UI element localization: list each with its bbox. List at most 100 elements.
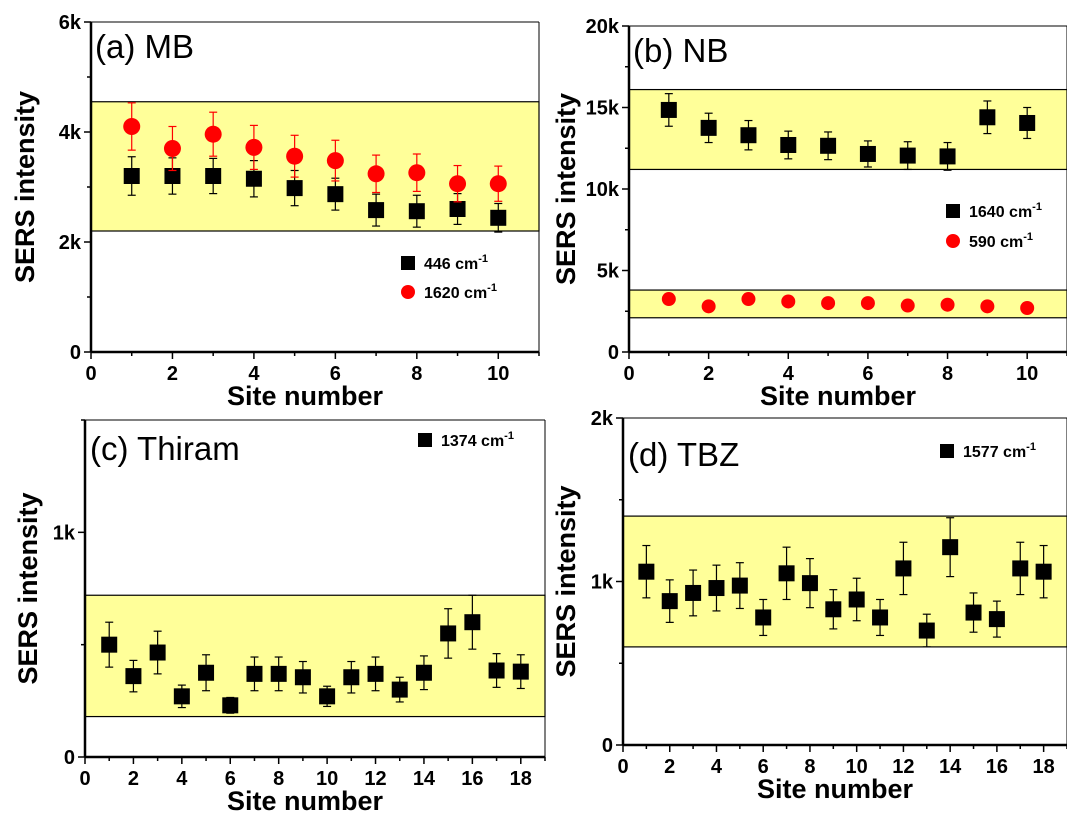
data-point [464, 614, 481, 631]
x-tick-label: 2 [703, 363, 714, 385]
x-tick-label: 6 [225, 768, 236, 790]
data-point [408, 164, 426, 182]
data-point [415, 664, 432, 681]
panel-a: 0 2 4 6 8 10 0 2k 4k 6k Site number SERS intensity (… [10, 12, 540, 411]
y-tick-label: 2k [591, 408, 614, 430]
data-point [449, 201, 466, 217]
data-point [449, 175, 467, 193]
data-point [980, 299, 995, 314]
data-point [488, 662, 505, 679]
data-point [173, 688, 190, 705]
data-point [821, 296, 836, 311]
data-point [872, 609, 889, 626]
legend-label: 1640 cm-1 [969, 201, 1042, 221]
x-tick-label: 2 [664, 756, 675, 778]
data-point [343, 669, 360, 686]
x-tick-label: 4 [711, 756, 723, 778]
x-tick-label: 0 [623, 363, 634, 385]
data-point [899, 147, 916, 164]
legend-marker [946, 204, 960, 218]
series-1 [123, 102, 507, 203]
highlight-band [622, 515, 1067, 648]
x-tick-label: 0 [79, 768, 90, 790]
x-tick-label: 18 [1033, 756, 1055, 778]
panel-title: (c) Thiram [90, 430, 240, 467]
data-point [661, 593, 678, 610]
x-tick-label: 2 [128, 768, 139, 790]
data-point [440, 625, 457, 642]
panel-d: 0 2 4 6 8 10 12 14 16 18 0 1k 2k Site number SERS inte… [551, 408, 1067, 804]
data-point [286, 147, 304, 165]
data-point [900, 298, 915, 313]
data-point [205, 168, 222, 184]
data-point [741, 292, 756, 307]
x-tick-label: 8 [942, 363, 953, 385]
y-axis-title: SERS intensity [10, 91, 40, 283]
x-tick-label: 6 [862, 363, 873, 385]
legend-label: 1374 cm-1 [441, 430, 514, 450]
data-point [740, 127, 757, 144]
x-tick-label: 0 [85, 363, 96, 385]
data-point [490, 209, 507, 226]
legend-marker [418, 433, 432, 447]
panel-c: 0 2 4 6 8 10 12 14 16 18 0 1k Site number SERS intens… [13, 419, 546, 816]
y-tick-label: 0 [64, 747, 75, 769]
data-point [101, 636, 118, 653]
y-tick-label: 2k [59, 232, 82, 254]
data-point [512, 663, 529, 680]
data-point [1020, 300, 1035, 315]
x-axis-title: Site number [227, 786, 384, 816]
y-tick-label: 5k [597, 261, 620, 283]
data-point [204, 125, 222, 143]
x-tick-label: 6 [330, 363, 341, 385]
y-tick-label: 0 [70, 342, 81, 364]
data-point [368, 202, 385, 219]
highlight-band [628, 88, 1067, 171]
x-axis-title: Site number [757, 774, 914, 804]
y-axis-title: SERS intensity [551, 93, 581, 285]
data-point [270, 665, 287, 682]
legend-label: 446 cm-1 [424, 253, 488, 273]
highlight-band [90, 101, 540, 232]
data-point [164, 168, 181, 184]
data-point [294, 669, 311, 686]
panel-title: (a) MB [95, 28, 194, 65]
y-tick-label: 1k [591, 572, 614, 594]
data-point [780, 136, 797, 153]
x-tick-label: 14 [939, 756, 962, 778]
legend-marker [946, 234, 960, 248]
data-point [125, 668, 142, 685]
panel-title: (b) NB [633, 32, 728, 69]
data-point [245, 138, 263, 156]
y-tick-label: 15k [586, 98, 620, 120]
data-point [860, 296, 875, 311]
data-point [708, 580, 725, 597]
legend-marker [401, 285, 415, 299]
y-axis-title: SERS intensity [13, 492, 43, 684]
y-tick-label: 6k [59, 12, 82, 34]
legend-marker [401, 256, 415, 270]
y-axis-title: SERS intensity [551, 485, 581, 677]
data-point [163, 140, 181, 157]
data-point [731, 577, 748, 594]
y-tick-label: 1k [53, 522, 76, 544]
data-point [988, 611, 1005, 628]
data-point [246, 665, 263, 682]
highlight-band [628, 289, 1067, 319]
data-point [820, 137, 837, 154]
x-tick-label: 18 [510, 768, 532, 790]
legend-label: 1620 cm-1 [424, 282, 497, 302]
data-point [1035, 563, 1052, 580]
series-0 [123, 156, 507, 233]
x-tick-label: 2 [167, 363, 178, 385]
data-point [848, 591, 865, 608]
data-point [979, 109, 996, 126]
x-tick-label: 4 [248, 363, 260, 385]
x-tick-label: 8 [804, 756, 815, 778]
x-tick-label: 6 [758, 756, 769, 778]
x-tick-label: 0 [617, 756, 628, 778]
x-tick-label: 16 [461, 768, 483, 790]
x-tick-label: 8 [273, 768, 284, 790]
series-0 [660, 93, 1036, 171]
legend-label: 590 cm-1 [969, 231, 1033, 251]
